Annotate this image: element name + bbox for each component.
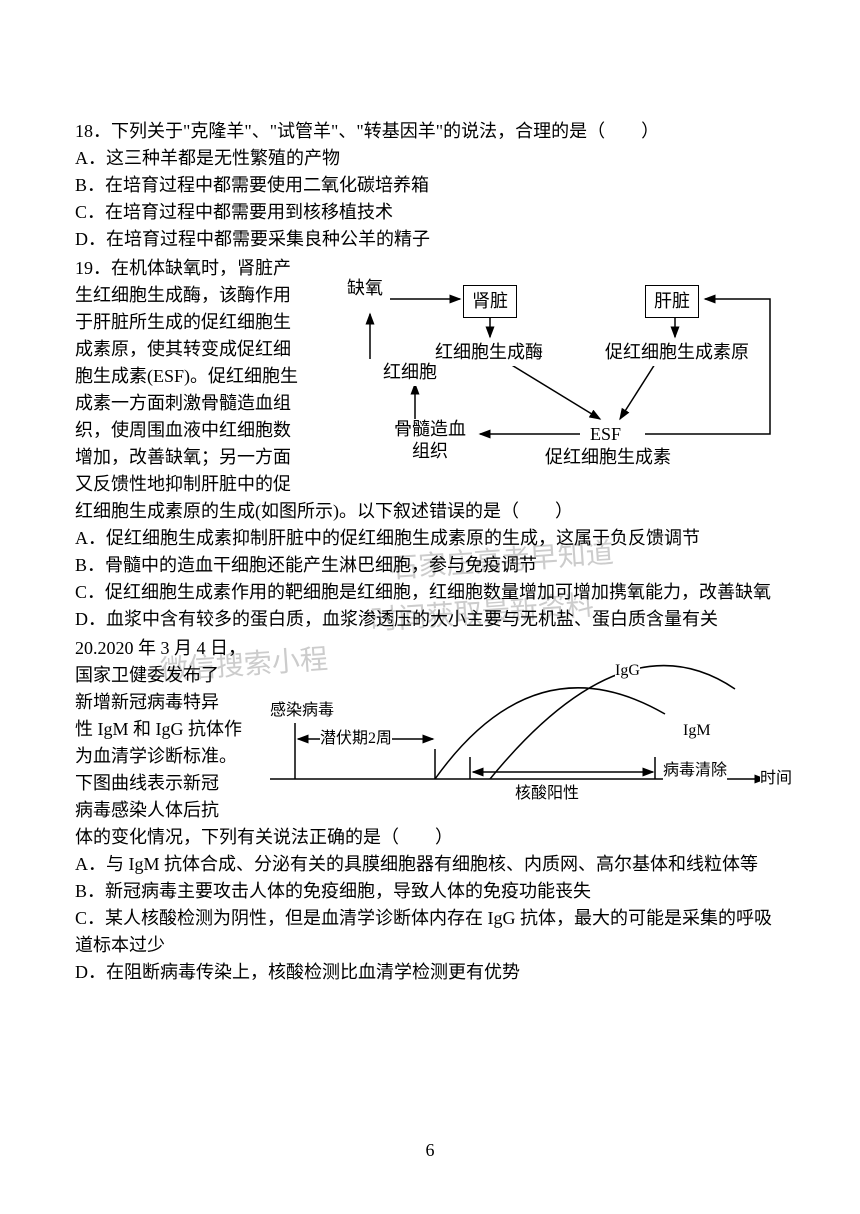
question-19: 19．在机体缺氧时，肾脏产 生红细胞生成酶，该酶作用 于肝脏所生成的促红细胞生 … [75,255,785,633]
q19-stem-9: 又反馈性地抑制肝脏中的促 [75,471,315,498]
q19-stem-10: 红细胞生成素原的生成(如图所示)。以下叙述错误的是（ ） [75,498,785,525]
q20-stem-5: 为血清学诊断标准。 [75,743,265,770]
page-number: 6 [0,1137,860,1164]
q19-option-c: C．促红细胞生成素作用的靶细胞是红细胞，红细胞数量增加可增加携氧能力，改善缺氧 [75,579,785,606]
q20-stem-8: 体的变化情况，下列有关说法正确的是（ ） [75,824,785,851]
q18-option-d: D．在培育过程中都需要采集良种公羊的精子 [75,226,785,253]
q20-stem-6: 下图曲线表示新冠 [75,770,265,797]
chart-label-time: 时间 [760,767,792,791]
q20-option-c: C．某人核酸检测为阴性，但是血清学诊断体内存在 IgG 抗体，最大的可能是采集的… [75,905,785,959]
q19-stem-8: 增加，改善缺氧；另一方面 [75,444,315,471]
q19-stem-3: 于肝脏所生成的促红细胞生 [75,309,315,336]
q20-option-d: D．在阻断病毒传染上，核酸检测比血清学检测更有优势 [75,959,785,986]
diagram-label-rbc: 红细胞 [383,359,437,386]
diagram-box-kidney: 肾脏 [463,285,517,318]
q19-stem-5: 胞生成素(ESF)。促红细胞生 [75,363,315,390]
q20-stem-1: 20.2020 年 3 月 4 日， [75,635,265,662]
diagram-label-enzyme: 红细胞生成酶 [435,339,543,366]
q20-stem-3: 新增新冠病毒特异 [75,689,265,716]
q19-flowchart: 缺氧 肾脏 肝脏 红细胞生成酶 促红细胞生成素原 红细胞 骨髓造血组织 ESF … [345,279,785,499]
q19-stem-2: 生红细胞生成酶，该酶作用 [75,282,315,309]
q20-stem-4: 性 IgM 和 IgG 抗体作 [75,716,265,743]
diagram-label-hypoxia: 缺氧 [345,279,385,299]
diagram-box-liver: 肝脏 [645,285,699,318]
q19-stem-6: 成素一方面刺激骨髓造血组 [75,390,315,417]
q19-option-a: A．促红细胞生成素抑制肝脏中的促红细胞生成素原的生成，这属于负反馈调节 [75,525,785,552]
q18-option-c: C．在培育过程中都需要用到核移植技术 [75,199,785,226]
q20-stem-2: 国家卫健委发布了 [75,662,265,689]
chart-label-incubation: 潜伏期2周 [320,727,392,751]
chart-label-igm: IgM [683,719,711,743]
q20-stem-7: 病毒感染人体后抗 [75,797,265,824]
q20-option-b: B．新冠病毒主要攻击人体的免疫细胞，导致人体的免疫功能丧失 [75,878,785,905]
chart-label-clearance: 病毒清除 [663,759,727,783]
question-20: 20.2020 年 3 月 4 日， 国家卫健委发布了 新增新冠病毒特异 性 I… [75,635,785,986]
q19-stem-7: 织，使周围血液中红细胞数 [75,417,315,444]
q19-stem-4: 成素原，使其转变成促红细 [75,336,315,363]
q19-option-b: B．骨髓中的造血干细胞还能产生淋巴细胞，参与免疫调节 [75,552,785,579]
q18-option-b: B．在培育过程中都需要使用二氧化碳培养箱 [75,172,785,199]
q20-antibody-chart: 感染病毒 潜伏期2周 核酸阳性 病毒清除 时间 IgG IgM [265,659,805,819]
chart-label-infection: 感染病毒 [270,699,334,723]
q19-option-d: D．血浆中含有较多的蛋白质，血浆渗透压的大小主要与无机盐、蛋白质含量有关 [75,606,785,633]
q20-option-a: A．与 IgM 抗体合成、分泌有关的具膜细胞器有细胞核、内质网、高尔基体和线粒体… [75,851,785,878]
diagram-label-marrow: 骨髓造血组织 [390,419,470,462]
question-18: 18．下列关于"克隆羊"、"试管羊"、"转基因羊"的说法，合理的是（ ） A．这… [75,118,785,253]
diagram-label-esf-full: 促红细胞生成素 [545,444,671,471]
q18-stem: 18．下列关于"克隆羊"、"试管羊"、"转基因羊"的说法，合理的是（ ） [75,118,785,145]
diagram-label-esf-precursor: 促红细胞生成素原 [605,339,749,366]
q18-option-a: A．这三种羊都是无性繁殖的产物 [75,145,785,172]
chart-label-igg: IgG [615,659,640,683]
q19-stem-1: 19．在机体缺氧时，肾脏产 [75,255,315,282]
chart-label-pcr-positive: 核酸阳性 [515,782,579,806]
